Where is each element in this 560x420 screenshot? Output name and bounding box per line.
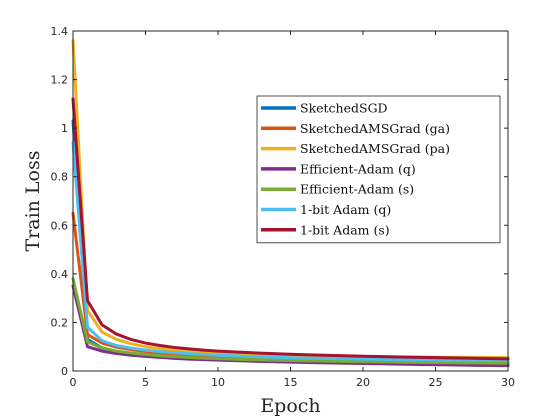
y-tick-label: 1.4 xyxy=(51,25,69,38)
legend-label-6: 1-bit Adam (q) xyxy=(300,202,391,217)
y-tick-label: 0.2 xyxy=(51,316,69,329)
legend-label-2: SketchedAMSGrad (ga) xyxy=(300,121,450,136)
x-tick-label: 15 xyxy=(284,376,298,389)
x-axis-ticks: 0 5 10 15 20 25 30 xyxy=(70,31,515,389)
x-axis-label: Epoch xyxy=(260,395,320,417)
legend: SketchedSGD SketchedAMSGrad (ga) SketchedA… xyxy=(256,95,501,244)
x-tick-label: 30 xyxy=(501,376,515,389)
y-tick-label: 0.8 xyxy=(51,171,69,184)
legend-label-7: 1-bit Adam (s) xyxy=(300,222,390,237)
legend-label-5: Efficient-Adam (s) xyxy=(300,182,414,197)
x-tick-label: 20 xyxy=(356,376,370,389)
series-line-6 xyxy=(71,141,510,363)
y-axis-ticks: 0 0.2 0.4 0.6 0.8 1 1.2 1.4 xyxy=(51,25,508,378)
series-layer xyxy=(71,39,510,368)
x-tick-label: 25 xyxy=(429,376,443,389)
y-tick-label: 0.4 xyxy=(51,268,69,281)
series-line-7 xyxy=(71,97,510,361)
y-tick-label: 1.2 xyxy=(51,74,69,87)
legend-label-3: SketchedAMSGrad (pa) xyxy=(300,141,450,156)
legend-box xyxy=(256,95,501,244)
x-tick-label: 5 xyxy=(142,376,149,389)
legend-label-4: Efficient-Adam (q) xyxy=(300,161,416,176)
y-tick-label: 1 xyxy=(61,122,68,135)
series-line-5 xyxy=(71,277,510,365)
y-axis-label: Train Loss xyxy=(22,151,44,252)
legend-label-1: SketchedSGD xyxy=(300,101,388,116)
x-tick-label: 10 xyxy=(211,376,225,389)
y-tick-label: 0.6 xyxy=(51,219,69,232)
y-tick-label: 0 xyxy=(61,365,68,378)
x-tick-label: 0 xyxy=(70,376,77,389)
